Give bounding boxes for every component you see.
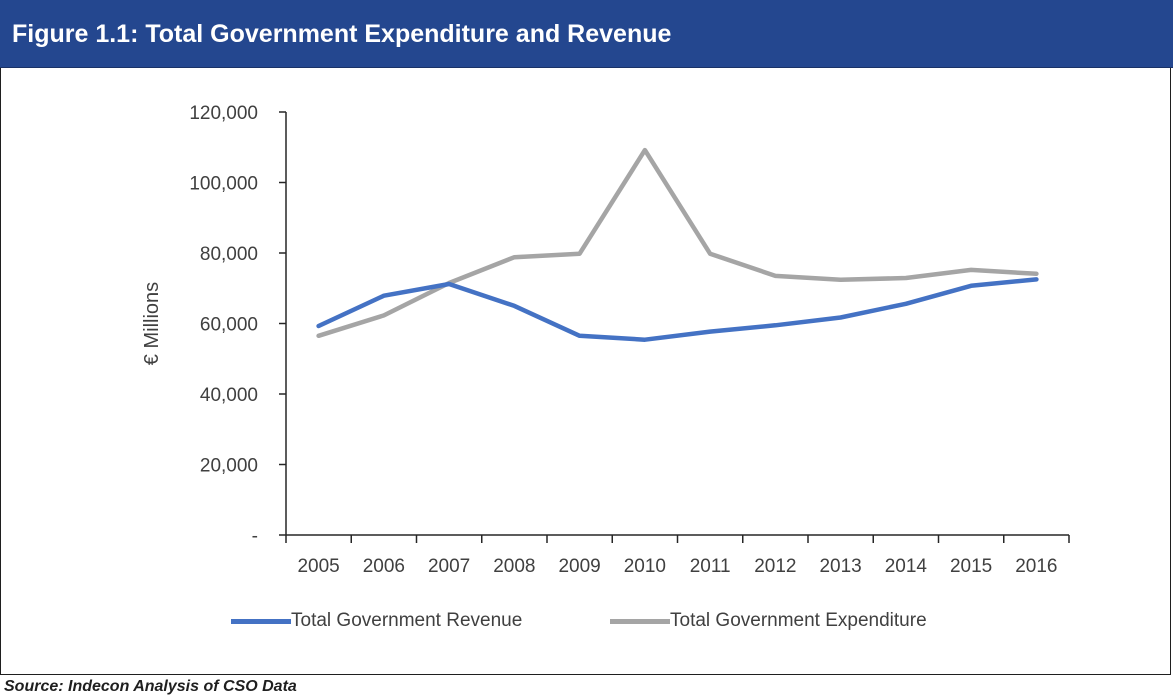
legend-item-expenditure: Total Government Expenditure — [610, 604, 927, 638]
x-tick-label: 2008 — [493, 556, 535, 577]
x-tick-label: 2016 — [1015, 556, 1057, 577]
y-axis-ticks: - 20,000 40,000 60,000 80,000 100,000 120,000 — [189, 103, 286, 547]
x-tick-label: 2013 — [819, 556, 861, 577]
y-tick-label: 60,000 — [200, 315, 258, 336]
legend-label-expenditure: Total Government Expenditure — [670, 610, 927, 631]
y-tick-label: 40,000 — [200, 385, 258, 406]
x-tick-label: 2007 — [428, 556, 470, 577]
y-tick-label: 80,000 — [200, 244, 258, 265]
y-tick-label: - — [252, 526, 258, 547]
chart-series — [316, 147, 1039, 342]
y-tick-label: 20,000 — [200, 456, 258, 477]
legend-item-revenue: Total Government Revenue — [231, 604, 522, 638]
x-tick-label: 2010 — [624, 556, 666, 577]
chart-axes — [285, 112, 1069, 536]
x-tick-label: 2006 — [363, 556, 405, 577]
x-tick-label: 2009 — [558, 556, 600, 577]
y-axis-title: € Millions — [141, 282, 163, 365]
figure-title: Figure 1.1: Total Government Expenditure… — [12, 20, 672, 48]
x-tick-label: 2011 — [690, 556, 731, 577]
series-line-revenue — [316, 277, 1039, 342]
legend-swatch-expenditure — [610, 618, 670, 624]
y-tick-label: 100,000 — [189, 174, 258, 195]
source-note: Source: Indecon Analysis of CSO Data — [4, 678, 297, 695]
x-tick-label: 2005 — [297, 556, 339, 577]
x-axis-ticks: 2005 2006 2007 2008 2009 2010 2011 2012 2013 2014… — [285, 535, 1070, 577]
chart-legend: Total Government Revenue Total Governmen… — [0, 604, 1173, 638]
legend-label-revenue: Total Government Revenue — [291, 610, 523, 631]
line-chart: -20,00040,00060,00080,000100,000120,000 … — [141, 103, 1070, 577]
x-tick-label: 2014 — [885, 556, 928, 577]
x-tick-label: 2012 — [754, 556, 796, 577]
series-line-expenditure — [316, 147, 1039, 339]
legend-swatch-revenue — [231, 618, 291, 624]
x-tick-label: 2015 — [950, 556, 992, 577]
y-tick-label: 120,000 — [189, 103, 258, 124]
figure-header: Figure 1.1: Total Government Expenditure… — [0, 0, 1173, 68]
